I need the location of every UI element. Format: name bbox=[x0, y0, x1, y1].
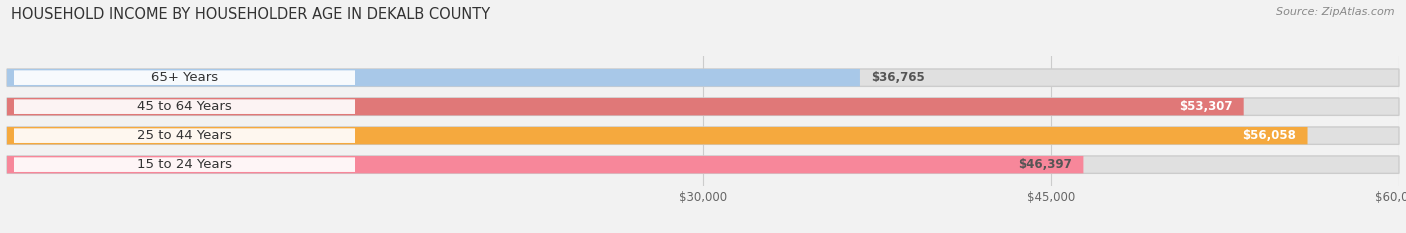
FancyBboxPatch shape bbox=[7, 69, 860, 86]
Text: 15 to 24 Years: 15 to 24 Years bbox=[136, 158, 232, 171]
Text: $36,765: $36,765 bbox=[872, 71, 925, 84]
FancyBboxPatch shape bbox=[7, 156, 1084, 173]
FancyBboxPatch shape bbox=[14, 157, 354, 172]
Text: $56,058: $56,058 bbox=[1243, 129, 1296, 142]
FancyBboxPatch shape bbox=[7, 127, 1308, 144]
FancyBboxPatch shape bbox=[7, 127, 1399, 144]
FancyBboxPatch shape bbox=[7, 156, 1399, 173]
Text: 65+ Years: 65+ Years bbox=[150, 71, 218, 84]
FancyBboxPatch shape bbox=[14, 128, 354, 143]
FancyBboxPatch shape bbox=[14, 70, 354, 85]
Text: $53,307: $53,307 bbox=[1180, 100, 1233, 113]
Text: HOUSEHOLD INCOME BY HOUSEHOLDER AGE IN DEKALB COUNTY: HOUSEHOLD INCOME BY HOUSEHOLDER AGE IN D… bbox=[11, 7, 491, 22]
Text: 25 to 44 Years: 25 to 44 Years bbox=[136, 129, 232, 142]
FancyBboxPatch shape bbox=[7, 98, 1399, 115]
FancyBboxPatch shape bbox=[7, 69, 1399, 86]
Text: Source: ZipAtlas.com: Source: ZipAtlas.com bbox=[1277, 7, 1395, 17]
Text: $46,397: $46,397 bbox=[1018, 158, 1073, 171]
FancyBboxPatch shape bbox=[7, 98, 1244, 115]
Text: 45 to 64 Years: 45 to 64 Years bbox=[138, 100, 232, 113]
FancyBboxPatch shape bbox=[14, 99, 354, 114]
